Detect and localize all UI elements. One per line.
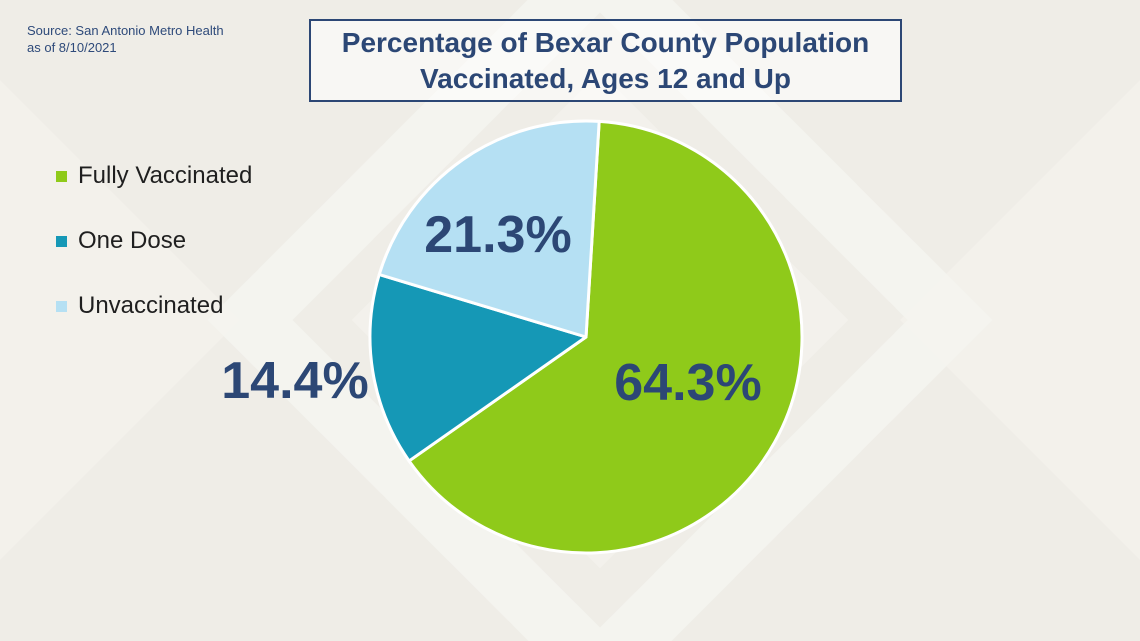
chart-title-line-2: Vaccinated, Ages 12 and Up	[420, 62, 791, 94]
legend-label-unvaccinated: Unvaccinated	[78, 292, 224, 319]
chart-title: Percentage of Bexar County Population Va…	[309, 19, 902, 102]
data-label-one-dose: 14.4%	[221, 352, 368, 410]
legend-label-fully-vaccinated: Fully Vaccinated	[78, 162, 253, 189]
legend-swatch-one-dose	[56, 235, 67, 247]
legend-swatch-unvaccinated	[56, 300, 67, 312]
data-label-unvaccinated: 21.3%	[424, 206, 571, 264]
legend-item-one-dose: One Dose	[56, 225, 252, 257]
legend-item-unvaccinated: Unvaccinated	[56, 290, 252, 322]
legend-swatch-fully-vaccinated	[56, 170, 67, 182]
source-line: Source: San Antonio Metro Health	[27, 23, 224, 38]
chart-title-line-1: Percentage of Bexar County Population	[341, 26, 870, 58]
date-line: as of 8/10/2021	[27, 40, 117, 55]
pie-slice-unvaccinated	[377, 119, 601, 339]
data-label-fully-vaccinated: 64.3%	[614, 354, 761, 412]
source-note: Source: San Antonio Metro Health as of 8…	[27, 22, 224, 56]
legend-item-fully-vaccinated: Fully Vaccinated	[56, 160, 252, 192]
pie-slice-fully-vaccinated	[407, 119, 804, 555]
legend: Fully Vaccinated One Dose Unvaccinated	[56, 160, 252, 355]
legend-label-one-dose: One Dose	[78, 227, 187, 254]
